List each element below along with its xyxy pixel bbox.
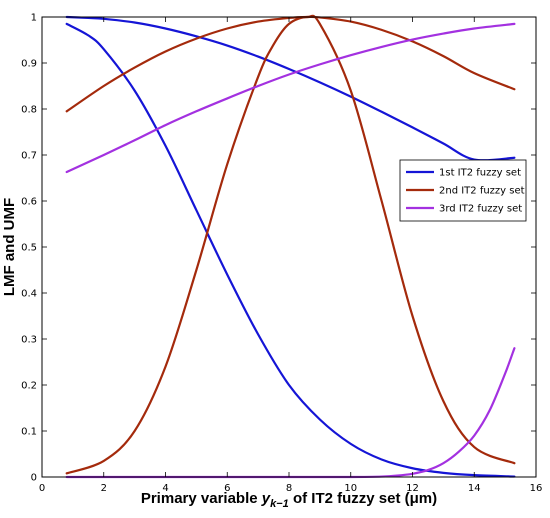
series-2-line-lmf xyxy=(65,14,516,475)
x-axis-label: Primary variable yk−1 of IT2 fuzzy set (… xyxy=(141,490,437,510)
legend-label-3: 3rd IT2 fuzzy set xyxy=(439,204,522,215)
x-tick-label: 10 xyxy=(344,483,357,494)
y-tick-label: 0.8 xyxy=(21,105,37,116)
x-tick-label: 8 xyxy=(286,483,292,494)
x-tick-label: 12 xyxy=(406,483,419,494)
y-tick-label: 0.5 xyxy=(21,243,37,254)
legend: 1st IT2 fuzzy set 2nd IT2 fuzzy set 3rd IT… xyxy=(399,159,527,222)
x-axis-label-prefix: Primary variable xyxy=(141,490,262,507)
y-tick-label: 0.6 xyxy=(21,197,37,208)
y-tick-label: 0.9 xyxy=(21,59,37,70)
x-axis-label-subscript: k−1 xyxy=(270,498,289,510)
y-tick-label: 1 xyxy=(31,13,37,24)
series-1-line-umf xyxy=(65,15,516,162)
y-tick-label: 0 xyxy=(31,473,37,484)
legend-label-1: 1st IT2 fuzzy set xyxy=(439,168,521,179)
legend-label-2: 2nd IT2 fuzzy set xyxy=(439,186,525,197)
x-tick-label: 14 xyxy=(468,483,481,494)
y-tick-label: 0.1 xyxy=(21,427,37,438)
x-tick-label: 2 xyxy=(101,483,107,494)
series-3-line-umf xyxy=(65,22,516,174)
x-tick-label: 4 xyxy=(162,483,168,494)
y-tick-label: 0.3 xyxy=(21,335,37,346)
x-axis-label-suffix: of IT2 fuzzy set (μm) xyxy=(289,490,437,507)
y-axis-label: LMF and UMF xyxy=(1,198,18,296)
x-tick-label: 16 xyxy=(530,483,543,494)
y-tick-label: 0.2 xyxy=(21,381,37,392)
y-tick-label: 0.4 xyxy=(21,289,37,300)
x-tick-label: 0 xyxy=(39,483,45,494)
y-tick-label: 0.7 xyxy=(21,151,37,162)
x-axis-label-variable: y xyxy=(261,490,271,507)
x-tick-label: 6 xyxy=(224,483,230,494)
axis-ticks: 0 2 4 6 8 10 12 14 16 0 0.1 0.2 0.3 0.4 0.5 0.6 0.7 0.8 0.… xyxy=(21,13,542,495)
